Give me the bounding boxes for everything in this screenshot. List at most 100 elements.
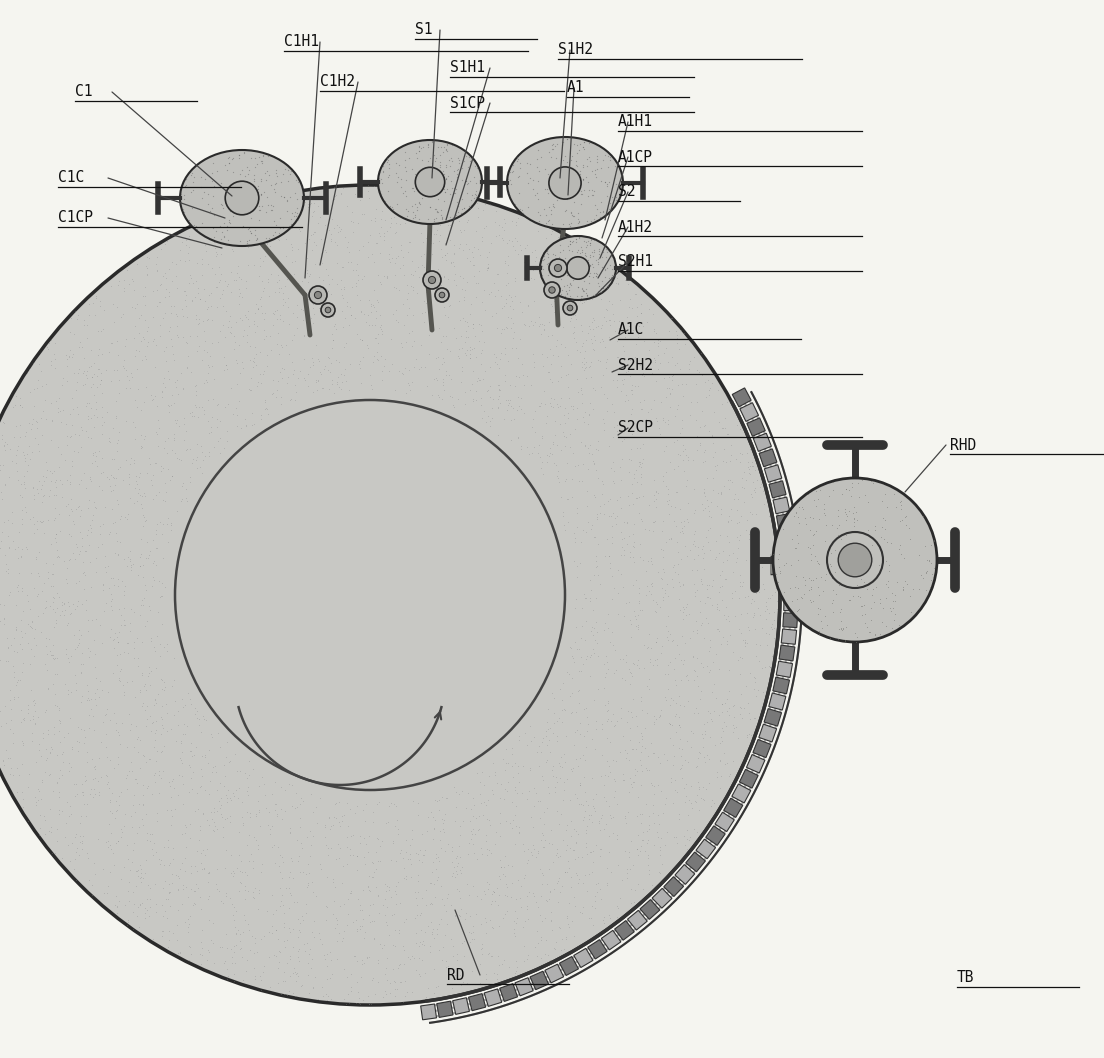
Point	[137, 257, 155, 274]
Point	[538, 415, 555, 432]
Point	[135, 796, 152, 813]
Point	[661, 715, 679, 732]
Point	[433, 810, 450, 827]
Point	[227, 376, 245, 393]
Point	[73, 596, 91, 613]
Point	[461, 150, 479, 167]
Point	[257, 327, 275, 344]
Point	[181, 743, 199, 760]
Point	[25, 647, 43, 664]
Point	[432, 240, 449, 257]
FancyBboxPatch shape	[705, 826, 725, 845]
Point	[185, 858, 203, 875]
Point	[799, 486, 817, 503]
Point	[300, 864, 318, 881]
Point	[401, 299, 418, 316]
Point	[448, 865, 466, 882]
Point	[42, 432, 60, 449]
Point	[853, 598, 871, 615]
Point	[227, 406, 245, 423]
Point	[603, 396, 620, 413]
Point	[453, 280, 470, 297]
Point	[262, 177, 279, 194]
Point	[86, 499, 104, 516]
Point	[132, 597, 150, 614]
Point	[201, 202, 219, 219]
Point	[145, 930, 162, 947]
Point	[373, 988, 391, 1005]
Point	[70, 361, 87, 378]
Point	[77, 692, 95, 709]
Point	[128, 824, 146, 841]
Point	[146, 642, 163, 659]
Point	[266, 802, 284, 819]
Point	[354, 930, 372, 947]
Point	[47, 833, 65, 850]
Point	[700, 503, 718, 519]
Point	[648, 651, 666, 668]
Point	[93, 481, 110, 498]
Point	[135, 509, 152, 526]
Point	[636, 521, 654, 537]
Point	[197, 332, 214, 349]
Point	[319, 282, 337, 299]
Point	[221, 754, 238, 771]
Point	[575, 233, 593, 250]
Point	[687, 613, 704, 630]
Point	[236, 238, 254, 255]
Point	[385, 818, 403, 835]
Point	[540, 363, 558, 380]
Point	[115, 282, 132, 299]
Point	[240, 303, 257, 320]
Point	[436, 307, 454, 324]
Point	[105, 470, 123, 487]
Point	[554, 508, 572, 525]
FancyBboxPatch shape	[758, 724, 776, 742]
Point	[283, 332, 300, 349]
Point	[124, 819, 141, 836]
Point	[634, 880, 651, 897]
Point	[538, 893, 555, 910]
Point	[76, 729, 94, 746]
Point	[156, 264, 173, 281]
Point	[203, 729, 221, 746]
Point	[804, 509, 821, 526]
Point	[0, 656, 2, 673]
Point	[173, 825, 191, 842]
Point	[667, 672, 684, 689]
Point	[470, 807, 488, 824]
Point	[33, 582, 51, 599]
Point	[9, 577, 26, 594]
Point	[287, 972, 305, 989]
Point	[509, 148, 527, 165]
Point	[496, 859, 513, 876]
Point	[490, 957, 508, 974]
Point	[173, 744, 191, 761]
Point	[605, 474, 623, 491]
Point	[158, 636, 176, 653]
Point	[73, 664, 91, 681]
Point	[701, 632, 719, 649]
Point	[180, 227, 198, 244]
Point	[278, 203, 296, 220]
Point	[443, 388, 460, 405]
Point	[353, 991, 371, 1008]
Point	[157, 891, 174, 908]
Point	[64, 503, 82, 519]
Point	[582, 213, 599, 230]
Point	[471, 956, 489, 973]
Point	[117, 362, 135, 379]
Point	[675, 697, 692, 714]
Point	[714, 420, 732, 437]
Point	[693, 402, 711, 419]
Point	[287, 987, 305, 1004]
Point	[364, 869, 382, 886]
Point	[148, 752, 166, 769]
Point	[601, 843, 618, 860]
Point	[136, 900, 153, 917]
Point	[493, 321, 511, 338]
Point	[664, 633, 681, 650]
Point	[680, 513, 698, 530]
Point	[302, 960, 320, 977]
Point	[919, 551, 936, 568]
